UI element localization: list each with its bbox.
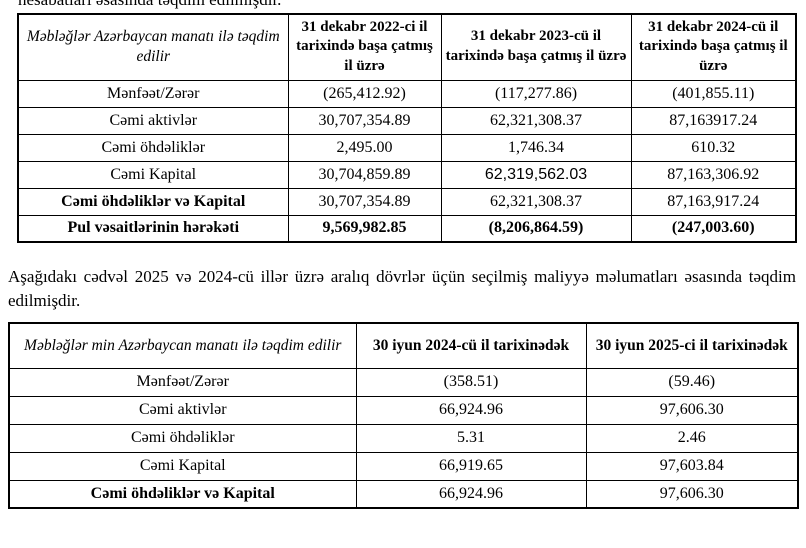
table-row-total-capital: Cəmi Kapital 66,919.65 97,603.84 bbox=[8, 451, 799, 481]
row-label: Cəmi öhdəliklər bbox=[8, 423, 357, 453]
value-cell: 1,746.34 bbox=[440, 133, 632, 162]
value-cell: 97,606.30 bbox=[585, 395, 799, 425]
interim-intro-paragraph: Aşağıdakı cədvəl 2025 və 2024-cü illər ü… bbox=[8, 267, 796, 310]
annual-financials-table: Məbləğlər Azərbaycan manatı ilə təqdim e… bbox=[17, 13, 797, 243]
value-cell: 97,606.30 bbox=[585, 479, 799, 509]
clipped-paragraph-text: hesabatları əsasında təqdim edilmişdir. bbox=[18, 0, 281, 10]
value-cell: 5.31 bbox=[355, 423, 587, 453]
value-cell: 66,924.96 bbox=[355, 479, 587, 509]
row-label: Cəmi öhdəliklər bbox=[17, 133, 289, 162]
value-cell: 30,707,354.89 bbox=[287, 187, 442, 216]
value-cell: 87,163917.24 bbox=[630, 106, 797, 135]
value-cell: 2.46 bbox=[585, 423, 799, 453]
value-cell: (59.46) bbox=[585, 367, 799, 397]
clipped-paragraph: hesabatları əsasında təqdim edilmişdir. bbox=[0, 0, 806, 12]
value-cell: (358.51) bbox=[355, 367, 587, 397]
table2-currency-note: Məbləğlər min Azərbaycan manatı ilə təqd… bbox=[8, 322, 357, 369]
value-cell: 97,603.84 bbox=[585, 451, 799, 481]
table-row-cash-flow: Pul vəsaitlərinin hərəkəti 9,569,982.85 … bbox=[17, 214, 797, 243]
value-cell: 66,924.96 bbox=[355, 395, 587, 425]
row-label: Pul vəsaitlərinin hərəkəti bbox=[17, 214, 289, 243]
table-row-liabilities-and-capital: Cəmi öhdəliklər və Kapital 66,924.96 97,… bbox=[8, 479, 799, 509]
row-label: Cəmi öhdəliklər və Kapital bbox=[17, 187, 289, 216]
value-cell: 87,163,306.92 bbox=[630, 160, 797, 189]
table-row-total-liabilities: Cəmi öhdəliklər 5.31 2.46 bbox=[8, 423, 799, 453]
value-cell: 62,321,308.37 bbox=[440, 106, 632, 135]
table-row-profit-loss: Mənfəət/Zərər (358.51) (59.46) bbox=[8, 367, 799, 397]
value-cell: (401,855.11) bbox=[630, 79, 797, 108]
row-label: Mənfəət/Zərər bbox=[17, 79, 289, 108]
table-row-liabilities-and-capital: Cəmi öhdəliklər və Kapital 30,707,354.89… bbox=[17, 187, 797, 216]
table-row-total-assets: Cəmi aktivlər 66,924.96 97,606.30 bbox=[8, 395, 799, 425]
value-cell: 610.32 bbox=[630, 133, 797, 162]
row-label: Cəmi Kapital bbox=[8, 451, 357, 481]
value-cell: 62,321,308.37 bbox=[440, 187, 632, 216]
table1-col-header-2024: 31 dekabr 2024-cü il tarixində başa çatm… bbox=[630, 13, 797, 81]
table-row-total-liabilities: Cəmi öhdəliklər 2,495.00 1,746.34 610.32 bbox=[17, 133, 797, 162]
row-label: Cəmi Kapital bbox=[17, 160, 289, 189]
table2-header-row: Məbləğlər min Azərbaycan manatı ilə təqd… bbox=[8, 322, 799, 369]
table1-col-header-2022: 31 dekabr 2022-ci il tarixində başa çatm… bbox=[287, 13, 442, 81]
value-cell: (247,003.60) bbox=[630, 214, 797, 243]
row-label: Cəmi aktivlər bbox=[17, 106, 289, 135]
value-cell: 9,569,982.85 bbox=[287, 214, 442, 243]
table2-col-header-jun2024: 30 iyun 2024-cü il tarixinədək bbox=[355, 322, 587, 369]
value-cell: 66,919.65 bbox=[355, 451, 587, 481]
value-cell: 30,704,859.89 bbox=[287, 160, 442, 189]
value-cell: 62,319,562.03 bbox=[440, 160, 632, 189]
table1-col-header-2023: 31 dekabr 2023-cü il tarixində başa çatm… bbox=[440, 13, 632, 81]
table-row-profit-loss: Mənfəət/Zərər (265,412.92) (117,277.86) … bbox=[17, 79, 797, 108]
table2-col-header-jun2025: 30 iyun 2025-ci il tarixinədək bbox=[585, 322, 799, 369]
table1-header-row: Məbləğlər Azərbaycan manatı ilə təqdim e… bbox=[17, 13, 797, 81]
row-label: Mənfəət/Zərər bbox=[8, 367, 357, 397]
table-row-total-assets: Cəmi aktivlər 30,707,354.89 62,321,308.3… bbox=[17, 106, 797, 135]
value-cell: (8,206,864.59) bbox=[440, 214, 632, 243]
table-row-total-capital: Cəmi Kapital 30,704,859.89 62,319,562.03… bbox=[17, 160, 797, 189]
value-cell: 30,707,354.89 bbox=[287, 106, 442, 135]
value-cell: 87,163,917.24 bbox=[630, 187, 797, 216]
value-cell: (117,277.86) bbox=[440, 79, 632, 108]
table1-currency-note: Məbləğlər Azərbaycan manatı ilə təqdim e… bbox=[17, 13, 289, 81]
row-label: Cəmi aktivlər bbox=[8, 395, 357, 425]
value-cell: (265,412.92) bbox=[287, 79, 442, 108]
value-cell: 2,495.00 bbox=[287, 133, 442, 162]
interim-financials-table: Məbləğlər min Azərbaycan manatı ilə təqd… bbox=[8, 322, 799, 509]
row-label: Cəmi öhdəliklər və Kapital bbox=[8, 479, 357, 509]
